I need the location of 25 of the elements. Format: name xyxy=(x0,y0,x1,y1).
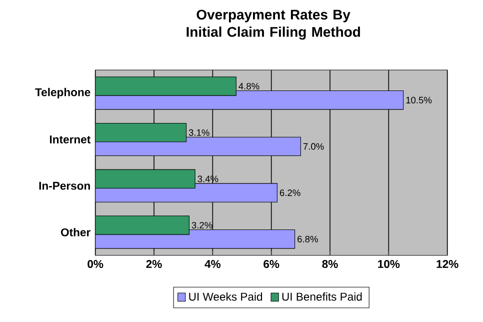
y-tick-label: Internet xyxy=(50,136,91,144)
y-tick-label: Other xyxy=(60,228,90,236)
x-tick-label: 2% xyxy=(146,260,162,268)
bar xyxy=(95,216,190,235)
x-tick-label: 4% xyxy=(204,260,221,268)
chart-title: Overpayment Rates By Initial Claim Filing Method xyxy=(186,10,360,40)
data-label: 3.2% xyxy=(192,222,212,229)
x-tick-label: 6% xyxy=(264,260,280,268)
data-label: 6.2% xyxy=(280,190,300,196)
legend-label: UI Benefits Paid xyxy=(282,292,362,301)
bar xyxy=(95,76,236,96)
x-tick-label: 0% xyxy=(88,260,104,268)
y-tick-label: Telephone xyxy=(35,88,90,98)
bar xyxy=(95,169,196,188)
bar xyxy=(95,122,187,142)
x-tick-label: 8% xyxy=(322,260,338,268)
data-label: 3.1% xyxy=(188,129,210,136)
x-tick-label: 10% xyxy=(378,260,400,268)
y-tick-label: In-Person xyxy=(39,182,90,190)
data-label: 7.0% xyxy=(303,143,324,150)
data-label: 10.5% xyxy=(406,96,432,104)
x-tick-label: 12% xyxy=(436,260,458,268)
data-label: 4.8% xyxy=(238,82,260,90)
data-label: 6.8% xyxy=(298,236,318,242)
legend-label: UI Weeks Paid xyxy=(189,292,262,301)
